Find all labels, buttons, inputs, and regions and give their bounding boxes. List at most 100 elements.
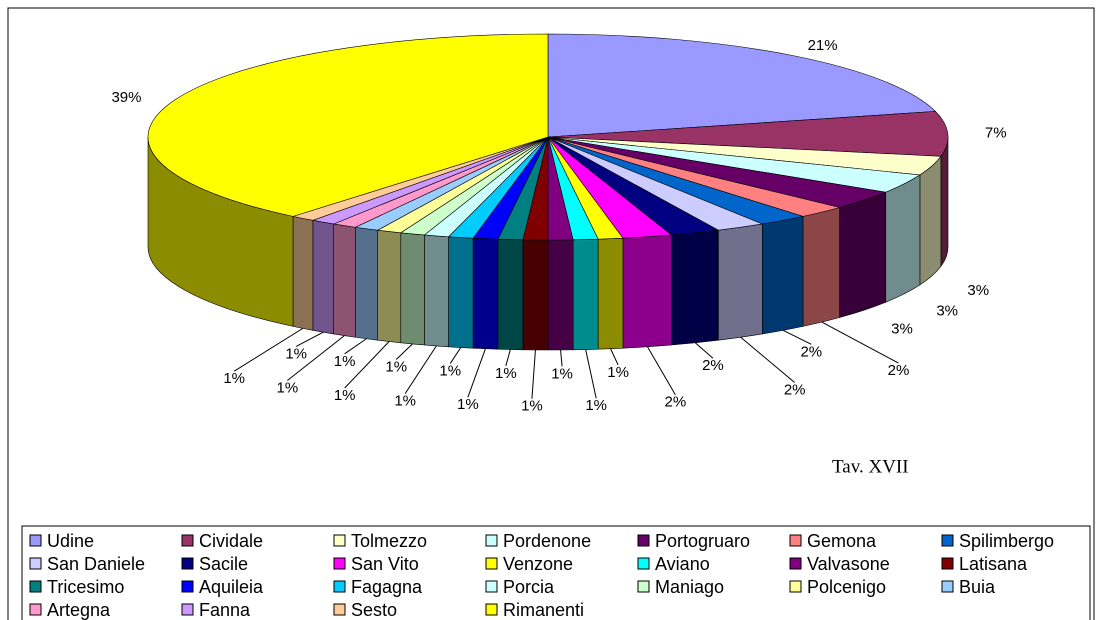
data-label: 1% xyxy=(439,363,461,380)
legend-label: Valvasone xyxy=(807,554,890,574)
slice-side xyxy=(597,237,624,350)
slice-side xyxy=(802,207,840,327)
slice-side xyxy=(377,229,402,344)
legend-label: San Daniele xyxy=(47,554,145,574)
leader-line xyxy=(740,336,795,383)
legend-swatch xyxy=(789,534,802,547)
legend-label: San Vito xyxy=(351,554,419,574)
leader-line xyxy=(233,327,304,372)
leader-line xyxy=(344,341,390,389)
legend-label: Tricesimo xyxy=(47,577,124,597)
legend-swatch xyxy=(637,557,650,570)
annotation: Tav. XVII xyxy=(832,456,909,477)
legend-label: Aquileia xyxy=(199,577,264,597)
slice xyxy=(547,33,937,138)
legend-swatch xyxy=(181,580,194,593)
legend-swatch xyxy=(29,557,42,570)
slice-side xyxy=(671,229,719,346)
legend-label: Aviano xyxy=(655,554,710,574)
slice-side xyxy=(497,238,524,351)
legend-swatch xyxy=(637,534,650,547)
legend-swatch xyxy=(181,557,194,570)
leader-line xyxy=(344,338,367,355)
legend-swatch xyxy=(637,580,650,593)
leader-line xyxy=(647,346,676,395)
leader-line xyxy=(560,349,563,367)
data-label: 1% xyxy=(394,393,416,410)
data-label: 1% xyxy=(334,387,356,404)
slice-side xyxy=(885,174,921,303)
legend-swatch xyxy=(333,534,346,547)
legend-label: Latisana xyxy=(959,554,1028,574)
leader-line xyxy=(610,348,619,366)
slice-side xyxy=(762,215,804,335)
slice-side xyxy=(839,191,887,318)
slice-side xyxy=(333,223,356,338)
slice xyxy=(547,111,949,157)
legend-swatch xyxy=(29,603,42,616)
legend-swatch xyxy=(485,580,498,593)
leader-line xyxy=(821,321,899,364)
slice-side xyxy=(292,215,314,331)
data-label: 3% xyxy=(936,302,958,319)
leader-line xyxy=(505,349,511,366)
data-label: 1% xyxy=(334,353,356,370)
legend-label: Tolmezzo xyxy=(351,531,427,551)
leader-line xyxy=(531,349,536,399)
legend-swatch xyxy=(181,603,194,616)
legend-label: Udine xyxy=(47,531,94,551)
legend-swatch xyxy=(333,603,346,616)
legend-label: Sesto xyxy=(351,600,397,620)
legend-label: Maniago xyxy=(655,577,724,597)
data-label: 1% xyxy=(607,364,629,381)
legend-label: Buia xyxy=(959,577,996,597)
legend-swatch xyxy=(485,534,498,547)
legend-label: Portogruaro xyxy=(655,531,750,551)
data-label: 2% xyxy=(888,362,910,379)
slice-side xyxy=(472,237,499,350)
leader-line xyxy=(585,349,597,399)
legend-label: Polcenigo xyxy=(807,577,886,597)
leader-line xyxy=(295,331,324,347)
slice-side xyxy=(424,234,449,348)
legend-label: Fagagna xyxy=(351,577,423,597)
legend-label: Cividale xyxy=(199,531,263,551)
data-label: 1% xyxy=(585,397,607,414)
slice xyxy=(147,33,549,217)
slice-side xyxy=(718,223,763,341)
legend-swatch xyxy=(941,580,954,593)
legend-label: Rimanenti xyxy=(503,600,584,620)
legend-swatch xyxy=(333,557,346,570)
data-label: 21% xyxy=(808,37,838,54)
legend-swatch xyxy=(29,580,42,593)
slice-side xyxy=(354,226,378,341)
legend-swatch xyxy=(181,534,194,547)
slice-side xyxy=(572,238,599,351)
leader-line xyxy=(404,345,437,394)
legend-label: Gemona xyxy=(807,531,877,551)
data-label: 1% xyxy=(457,396,479,413)
legend-swatch xyxy=(485,557,498,570)
legend-swatch xyxy=(29,534,42,547)
data-label: 39% xyxy=(111,89,141,106)
slice-side xyxy=(919,155,942,286)
legend-box xyxy=(21,525,1091,620)
slice-side xyxy=(940,136,949,268)
leader-line xyxy=(395,343,413,360)
legend-swatch xyxy=(485,603,498,616)
legend-swatch xyxy=(789,557,802,570)
legend-swatch xyxy=(941,557,954,570)
leader-line xyxy=(782,329,812,345)
leader-line xyxy=(694,342,714,359)
slice-side xyxy=(622,234,672,349)
data-label: 1% xyxy=(551,365,573,382)
slice-side xyxy=(448,236,474,349)
data-label: 1% xyxy=(277,379,299,396)
leader-line xyxy=(467,348,486,398)
data-label: 3% xyxy=(967,282,989,299)
data-label: 7% xyxy=(985,124,1007,141)
legend-label: Artegna xyxy=(47,600,111,620)
slice-side xyxy=(522,239,549,351)
slice-side xyxy=(312,219,334,335)
